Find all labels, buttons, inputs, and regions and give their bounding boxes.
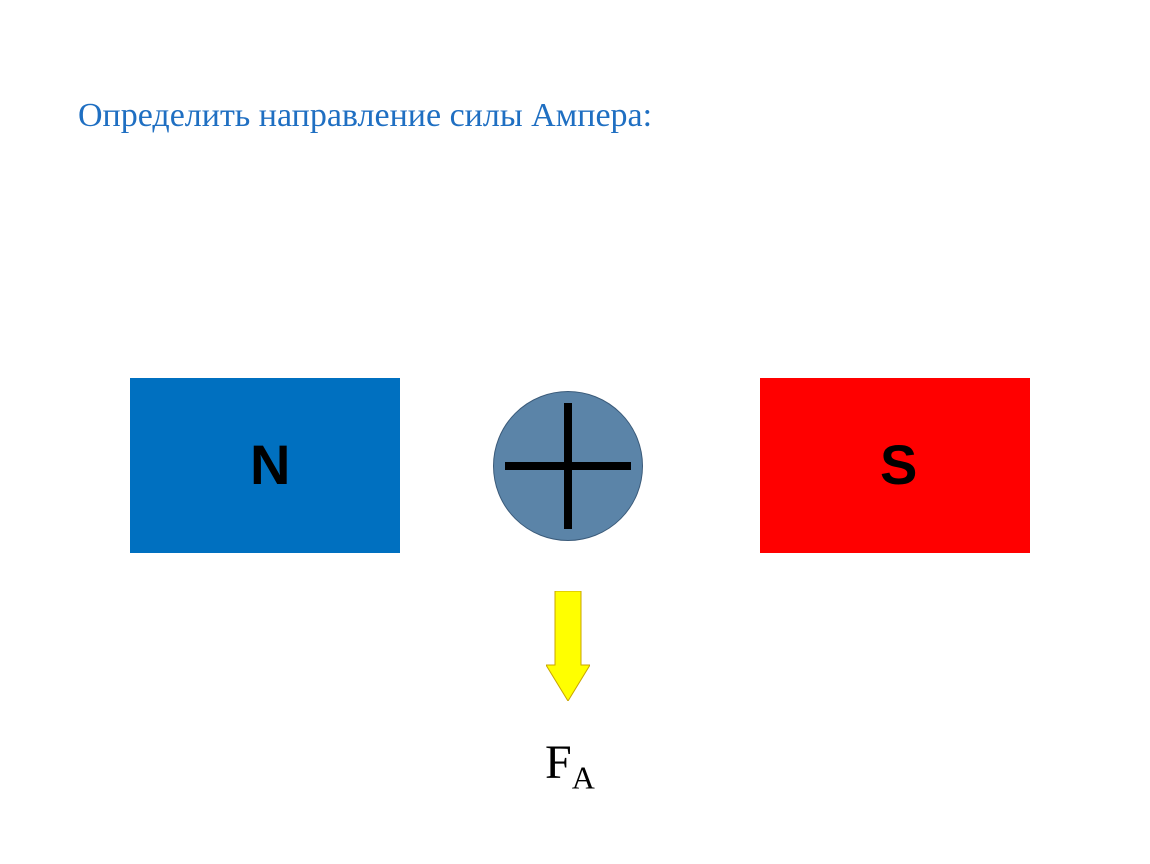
magnet-north-label: N <box>250 432 290 497</box>
arrow-down-icon <box>546 591 590 701</box>
force-arrow <box>546 591 590 701</box>
force-label-main: F <box>545 736 572 789</box>
force-label: FA <box>545 735 595 797</box>
magnet-south-label: S <box>880 432 917 497</box>
diagram-title: Определить направление силы Ампера: <box>78 97 652 135</box>
force-label-sub: A <box>572 760 595 796</box>
current-cross-vertical <box>564 403 572 529</box>
